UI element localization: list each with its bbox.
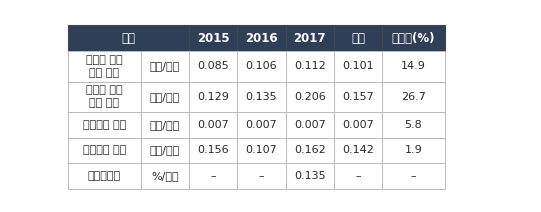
Bar bbox=[141, 82, 189, 112]
Bar bbox=[141, 138, 189, 163]
Text: 26.7: 26.7 bbox=[401, 92, 426, 102]
Bar bbox=[382, 51, 445, 82]
Bar bbox=[68, 112, 141, 138]
Bar bbox=[286, 163, 334, 189]
Bar bbox=[286, 82, 334, 112]
Bar bbox=[141, 51, 189, 82]
Text: 5.8: 5.8 bbox=[405, 120, 423, 130]
Bar bbox=[189, 51, 237, 82]
Text: 0.101: 0.101 bbox=[342, 61, 374, 71]
Bar bbox=[68, 163, 141, 189]
Text: 0.135: 0.135 bbox=[294, 171, 326, 181]
Text: %/억원: %/억원 bbox=[151, 171, 179, 181]
Text: 0.007: 0.007 bbox=[197, 120, 229, 130]
Text: 0.107: 0.107 bbox=[246, 145, 278, 155]
Text: 건수/억원: 건수/억원 bbox=[150, 92, 180, 102]
Text: 0.129: 0.129 bbox=[197, 92, 229, 102]
Text: 0.112: 0.112 bbox=[294, 61, 326, 71]
Text: 0.007: 0.007 bbox=[294, 120, 326, 130]
Text: 0.106: 0.106 bbox=[246, 61, 278, 71]
Bar bbox=[237, 51, 286, 82]
Text: 0.007: 0.007 bbox=[246, 120, 278, 130]
Bar bbox=[334, 82, 382, 112]
Bar bbox=[382, 25, 445, 51]
Bar bbox=[68, 138, 141, 163]
Text: 2015: 2015 bbox=[197, 32, 229, 45]
Text: 건수/억원: 건수/억원 bbox=[150, 145, 180, 155]
Bar bbox=[189, 82, 237, 112]
Text: 0.156: 0.156 bbox=[197, 145, 229, 155]
Bar bbox=[382, 112, 445, 138]
Bar bbox=[334, 25, 382, 51]
Text: –: – bbox=[411, 171, 417, 181]
Text: 지수/억원: 지수/억원 bbox=[150, 61, 180, 71]
Bar bbox=[286, 25, 334, 51]
Bar bbox=[286, 138, 334, 163]
Bar bbox=[237, 163, 286, 189]
Text: 0.157: 0.157 bbox=[342, 92, 374, 102]
Bar bbox=[189, 112, 237, 138]
Bar bbox=[189, 138, 237, 163]
Bar bbox=[68, 51, 141, 82]
Bar bbox=[286, 112, 334, 138]
Bar bbox=[237, 25, 286, 51]
Text: –: – bbox=[210, 171, 216, 181]
Bar bbox=[382, 163, 445, 189]
Text: –: – bbox=[355, 171, 361, 181]
Text: 2016: 2016 bbox=[245, 32, 278, 45]
Text: 2017: 2017 bbox=[294, 32, 326, 45]
Text: 0.085: 0.085 bbox=[197, 61, 229, 71]
Text: 지수/억원: 지수/억원 bbox=[150, 120, 180, 130]
Text: 특허등급 지수: 특허등급 지수 bbox=[83, 120, 126, 130]
Text: 0.162: 0.162 bbox=[294, 145, 326, 155]
Bar bbox=[68, 25, 189, 51]
Bar bbox=[237, 112, 286, 138]
Text: 0.142: 0.142 bbox=[342, 145, 374, 155]
Bar bbox=[382, 138, 445, 163]
Bar bbox=[189, 25, 237, 51]
Bar bbox=[334, 138, 382, 163]
Bar bbox=[286, 51, 334, 82]
Text: 1.9: 1.9 bbox=[405, 145, 423, 155]
Bar bbox=[334, 163, 382, 189]
Bar bbox=[189, 163, 237, 189]
Text: 장비가동률: 장비가동률 bbox=[88, 171, 121, 181]
Text: 0.206: 0.206 bbox=[294, 92, 326, 102]
Text: 평균: 평균 bbox=[351, 32, 365, 45]
Text: 0.135: 0.135 bbox=[246, 92, 278, 102]
Bar bbox=[334, 51, 382, 82]
Bar bbox=[334, 112, 382, 138]
Text: 학술지 게재
논문 지수: 학술지 게재 논문 지수 bbox=[86, 55, 123, 78]
Text: –: – bbox=[259, 171, 265, 181]
Bar bbox=[68, 82, 141, 112]
Bar bbox=[382, 82, 445, 112]
Text: 0.007: 0.007 bbox=[342, 120, 374, 130]
Text: 특허등록 건수: 특허등록 건수 bbox=[83, 145, 126, 155]
Text: 증가율(%): 증가율(%) bbox=[392, 32, 436, 45]
Text: 학술지 게재
논문 건수: 학술지 게재 논문 건수 bbox=[86, 85, 123, 109]
Bar bbox=[237, 82, 286, 112]
Bar bbox=[141, 112, 189, 138]
Bar bbox=[141, 163, 189, 189]
Bar bbox=[237, 138, 286, 163]
Text: 14.9: 14.9 bbox=[401, 61, 426, 71]
Text: 구분: 구분 bbox=[121, 32, 135, 45]
